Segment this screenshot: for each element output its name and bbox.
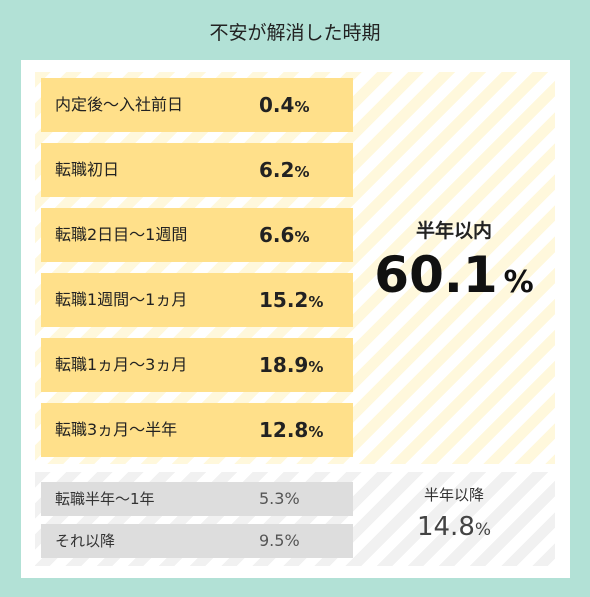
period-row: 内定後～入社前日 0.4%: [41, 78, 353, 132]
period-value-number: 6.2: [259, 158, 295, 182]
period-label: 転職初日: [55, 160, 120, 179]
after-half-year-summary: 半年以降 14.8%: [353, 472, 555, 566]
within-half-year-total: 60.1%: [353, 246, 555, 304]
period-row: 転職1ヵ月～3ヵ月 18.9%: [41, 338, 353, 392]
period-value-unit: %: [294, 228, 310, 246]
within-half-year-total-unit: %: [503, 265, 534, 300]
period-row-after: 転職半年～1年 5.3%: [41, 482, 353, 516]
period-value-unit: %: [294, 163, 310, 181]
period-label: それ以降: [55, 532, 116, 550]
period-value: 12.8%: [259, 403, 323, 457]
within-half-year-label: 半年以内: [415, 220, 492, 242]
period-row: 転職3ヵ月～半年 12.8%: [41, 403, 353, 457]
within-half-year-total-value: 60.1: [374, 246, 498, 304]
period-label: 転職1週間～1ヵ月: [55, 290, 188, 309]
after-half-year-section: 転職半年～1年 5.3% それ以降 9.5% 半年以降 14.8%: [35, 472, 555, 566]
period-value-number: 5.3: [259, 489, 285, 508]
period-row: 転職初日 6.2%: [41, 143, 353, 197]
after-half-year-label: 半年以降: [423, 486, 484, 504]
period-value: 0.4%: [259, 78, 309, 132]
period-value-unit: %: [294, 98, 310, 116]
period-value-unit: %: [308, 293, 324, 311]
period-value-unit: %: [308, 423, 324, 441]
period-row-after: それ以降 9.5%: [41, 524, 353, 558]
period-row: 転職1週間～1ヵ月 15.2%: [41, 273, 353, 327]
period-value-unit: %: [308, 358, 324, 376]
period-value: 9.5%: [259, 524, 300, 558]
period-value-number: 18.9: [259, 353, 309, 377]
period-label: 転職1ヵ月～3ヵ月: [55, 355, 188, 374]
period-value-number: 12.8: [259, 418, 309, 442]
period-value-unit: %: [284, 489, 300, 508]
period-value: 6.6%: [259, 208, 309, 262]
period-label: 転職2日目～1週間: [55, 225, 188, 244]
after-half-year-total-unit: %: [474, 520, 492, 540]
chart-title: 不安が解消した時期: [209, 22, 381, 44]
period-label: 内定後～入社前日: [55, 95, 184, 114]
period-value: 15.2%: [259, 273, 323, 327]
within-half-year-summary: 半年以内 60.1%: [353, 72, 555, 464]
period-value: 5.3%: [259, 482, 300, 516]
period-label: 転職半年～1年: [55, 490, 155, 508]
period-value-number: 6.6: [259, 223, 295, 247]
period-row: 転職2日目～1週間 6.6%: [41, 208, 353, 262]
within-half-year-section: 内定後～入社前日 0.4% 転職初日 6.2% 転職2日目～1週間 6.6% 転職1週間～1…: [35, 72, 555, 464]
period-value-number: 0.4: [259, 93, 295, 117]
after-half-year-total-value: 14.8: [416, 512, 475, 542]
period-value: 18.9%: [259, 338, 323, 392]
period-value-unit: %: [284, 531, 300, 550]
period-value-number: 15.2: [259, 288, 309, 312]
period-label: 転職3ヵ月～半年: [55, 420, 178, 439]
results-panel: 内定後～入社前日 0.4% 転職初日 6.2% 転職2日目～1週間 6.6% 転職1週間～1…: [21, 60, 570, 578]
period-value-number: 9.5: [259, 531, 285, 550]
period-value: 6.2%: [259, 143, 309, 197]
after-half-year-total: 14.8%: [353, 512, 555, 542]
